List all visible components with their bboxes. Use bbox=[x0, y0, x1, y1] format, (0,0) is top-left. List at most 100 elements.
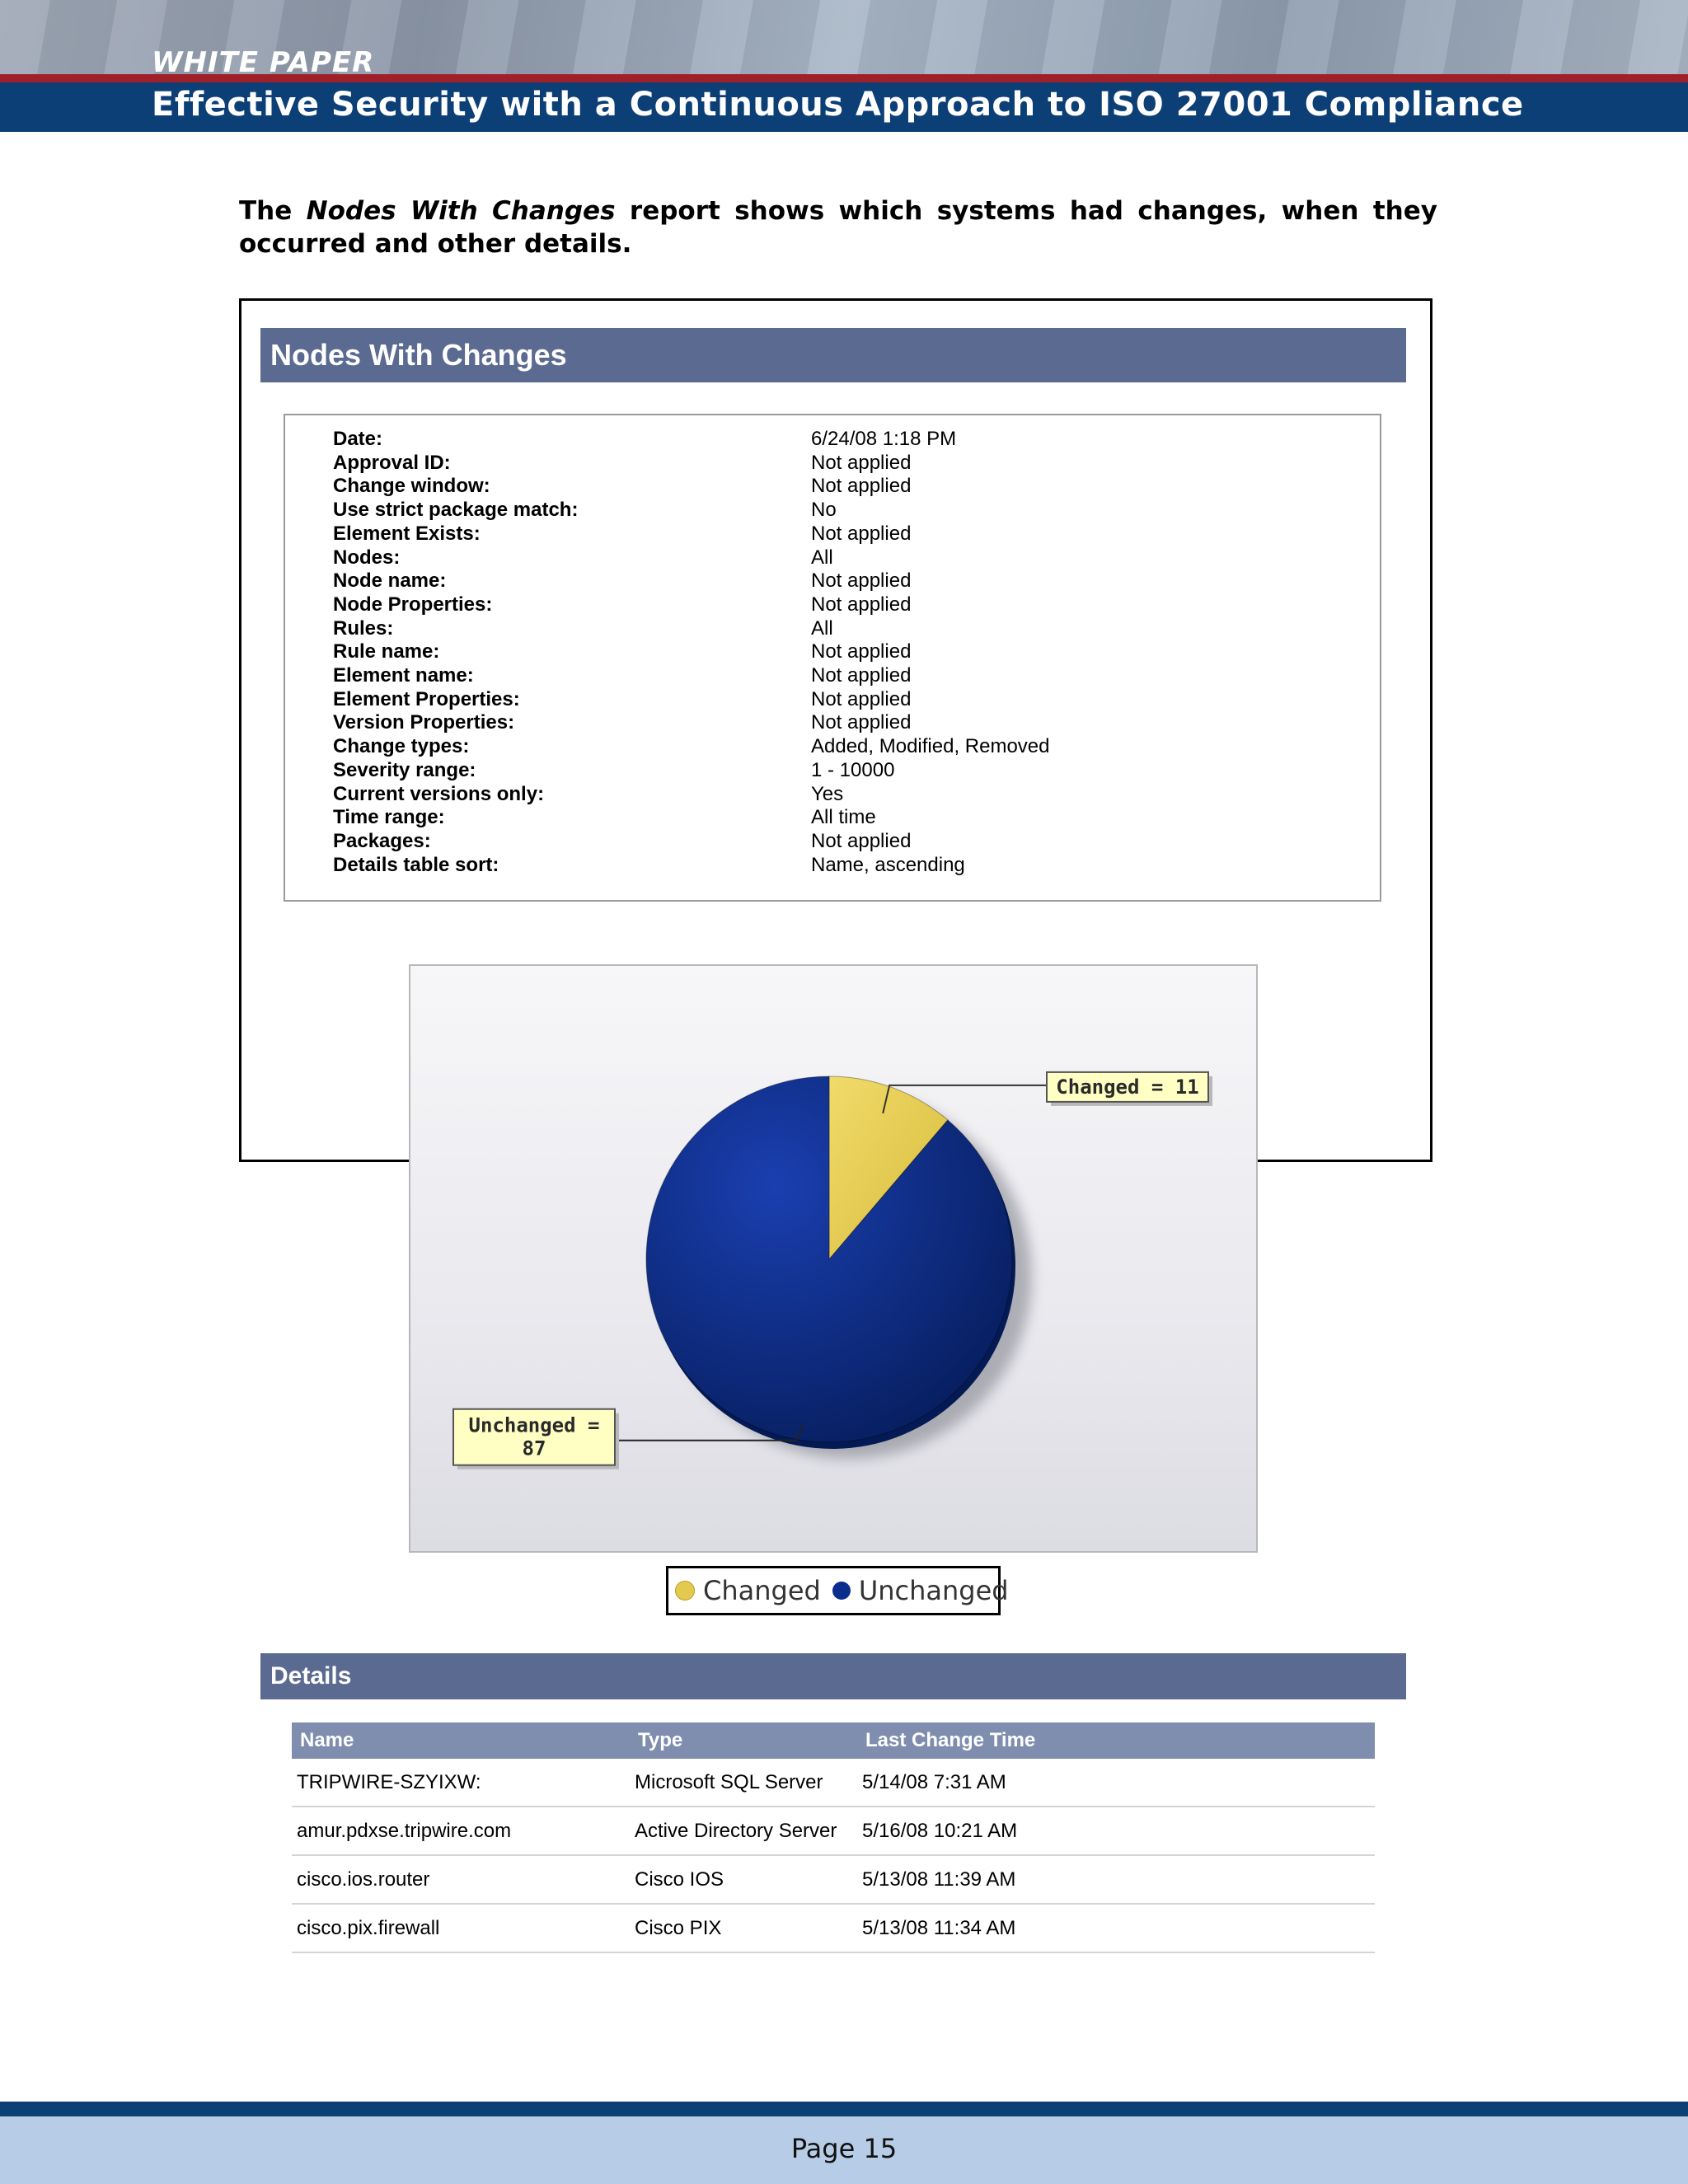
cell-last-change: 5/13/08 11:34 AM bbox=[857, 1904, 1375, 1953]
cell-name: TRIPWIRE-SZYIXW: bbox=[292, 1759, 630, 1807]
legend-label-unchanged: Unchanged bbox=[858, 1575, 1009, 1606]
parameter-label: Change types: bbox=[333, 735, 470, 758]
callout-label-changed: Changed = 11 bbox=[1056, 1076, 1198, 1099]
legend-item-changed: Changed bbox=[675, 1575, 821, 1606]
column-header-name: Name bbox=[292, 1722, 630, 1759]
column-header-last-change: Last Change Time bbox=[857, 1722, 1375, 1759]
parameter-label: Rule name: bbox=[333, 640, 440, 663]
parameter-label: Node name: bbox=[333, 569, 447, 593]
parameter-row: Node Properties: Not applied bbox=[333, 593, 1372, 616]
cell-name: cisco.ios.router bbox=[292, 1855, 630, 1905]
parameter-row: Change window: Not applied bbox=[333, 474, 1372, 498]
parameter-label: Current versions only: bbox=[333, 782, 545, 805]
parameter-row: Approval ID: Not applied bbox=[333, 451, 1372, 475]
details-table: Name Type Last Change Time TRIPWIRE-SZYI… bbox=[292, 1722, 1375, 1953]
page-number: Page 15 bbox=[790, 2133, 898, 2164]
parameter-label: Time range: bbox=[333, 806, 445, 829]
cell-last-change: 5/13/08 11:39 AM bbox=[857, 1855, 1375, 1905]
parameter-value: Not applied bbox=[811, 475, 912, 498]
cell-type: Microsoft SQL Server bbox=[630, 1759, 857, 1807]
document-title: Effective Security with a Continuous App… bbox=[152, 86, 1524, 124]
callout-box-changed bbox=[1046, 1071, 1209, 1103]
parameter-value: Not applied bbox=[811, 640, 912, 663]
header-banner: WHITE PAPER Effective Security with a Co… bbox=[0, 0, 1688, 132]
parameter-row: Packages: Not applied bbox=[333, 829, 1372, 853]
pie-chart-panel: Changed = 11 Unchanged = 87 bbox=[409, 964, 1258, 1553]
parameter-label: Approval ID: bbox=[333, 451, 451, 474]
parameter-row: Node name: Not applied bbox=[333, 569, 1372, 593]
parameter-row: Change types: Added, Modified, Removed bbox=[333, 734, 1372, 758]
parameter-label: Severity range: bbox=[333, 758, 476, 781]
table-header-row: Name Type Last Change Time bbox=[292, 1722, 1375, 1759]
column-header-type: Type bbox=[630, 1722, 857, 1759]
intro-suffix: report shows which systems had changes, … bbox=[239, 196, 1437, 259]
parameter-row: Current versions only: Yes bbox=[333, 782, 1372, 806]
pie-slice-unchanged bbox=[645, 1076, 1013, 1443]
parameter-label: Nodes: bbox=[333, 546, 401, 569]
callout-box-unchanged bbox=[452, 1408, 616, 1466]
parameter-value: Yes bbox=[811, 782, 844, 805]
parameter-row: Element Exists: Not applied bbox=[333, 522, 1372, 546]
legend-swatch-unchanged bbox=[832, 1582, 851, 1600]
parameter-value: Not applied bbox=[811, 664, 912, 687]
parameter-row: Rules: All bbox=[333, 616, 1372, 640]
table-row: TRIPWIRE-SZYIXW: Microsoft SQL Server 5/… bbox=[292, 1759, 1375, 1807]
callout-value-unchanged: 87 bbox=[523, 1437, 546, 1460]
parameter-label: Use strict package match: bbox=[333, 499, 579, 522]
callout-line-unchanged bbox=[613, 1425, 804, 1441]
callout-label-unchanged: Unchanged = bbox=[469, 1414, 600, 1437]
parameter-row: Time range: All time bbox=[333, 805, 1372, 829]
banner-red-stripe bbox=[0, 74, 1688, 82]
parameter-label: Packages: bbox=[333, 829, 431, 852]
legend-item-unchanged: Unchanged bbox=[832, 1575, 1009, 1606]
parameter-label: Element Properties: bbox=[333, 687, 520, 710]
parameter-value: Not applied bbox=[811, 451, 912, 474]
parameter-row: Use strict package match: No bbox=[333, 498, 1372, 522]
banner-title-bar bbox=[0, 82, 1688, 132]
parameter-row: Severity range: 1 - 10000 bbox=[333, 758, 1372, 782]
report-title-bar: Nodes With Changes bbox=[260, 328, 1406, 382]
parameter-value: Not applied bbox=[811, 687, 912, 710]
parameter-value: All time bbox=[811, 806, 876, 829]
cell-name: cisco.pix.firewall bbox=[292, 1904, 630, 1953]
parameter-value: Not applied bbox=[811, 829, 912, 852]
parameter-row: Nodes: All bbox=[333, 546, 1372, 569]
parameter-value: Not applied bbox=[811, 593, 912, 616]
parameter-row: Details table sort: Name, ascending bbox=[333, 853, 1372, 877]
intro-prefix: The bbox=[239, 196, 307, 226]
legend-label-changed: Changed bbox=[703, 1575, 821, 1606]
parameter-value: All bbox=[811, 616, 833, 640]
intro-report-name: Nodes With Changes bbox=[306, 196, 616, 226]
cell-type: Cisco PIX bbox=[630, 1904, 857, 1953]
parameter-label: Node Properties: bbox=[333, 593, 493, 616]
report-parameters: Date: 6/24/08 1:18 PM Approval ID: Not appl… bbox=[284, 414, 1381, 902]
parameter-value: 1 - 10000 bbox=[811, 758, 895, 781]
parameter-value: Not applied bbox=[811, 522, 912, 545]
footer-band bbox=[0, 2116, 1688, 2184]
cell-type: Active Directory Server bbox=[630, 1807, 857, 1856]
parameter-label: Element name: bbox=[333, 664, 474, 687]
parameter-value: Name, ascending bbox=[811, 853, 965, 876]
parameter-value: Not applied bbox=[811, 569, 912, 593]
cell-name: amur.pdxse.tripwire.com bbox=[292, 1807, 630, 1856]
callout-line-changed bbox=[882, 1084, 1047, 1114]
parameter-row: Rule name: Not applied bbox=[333, 640, 1372, 663]
intro-paragraph: The Nodes With Changes report shows whic… bbox=[239, 194, 1437, 260]
parameter-row: Element name: Not applied bbox=[333, 663, 1372, 687]
chart-legend: Changed Unchanged bbox=[666, 1566, 1009, 1615]
parameter-row: Element Properties: Not applied bbox=[333, 687, 1372, 711]
cell-last-change: 5/14/08 7:31 AM bbox=[857, 1759, 1375, 1807]
cell-last-change: 5/16/08 10:21 AM bbox=[857, 1807, 1375, 1856]
details-title-bar: Details bbox=[260, 1653, 1406, 1699]
parameter-label: Element Exists: bbox=[333, 522, 481, 545]
parameter-value: Added, Modified, Removed bbox=[811, 735, 1050, 758]
parameter-value: Not applied bbox=[811, 711, 912, 734]
pie-slice-changed bbox=[828, 1076, 949, 1261]
parameter-row: Version Properties: Not applied bbox=[333, 710, 1372, 734]
table-row: cisco.pix.firewall Cisco PIX 5/13/08 11:… bbox=[292, 1904, 1375, 1953]
legend-swatch-changed bbox=[675, 1581, 695, 1601]
pie-chart: Changed = 11 Unchanged =87 bbox=[452, 1071, 1212, 1469]
parameter-label: Version Properties: bbox=[333, 711, 515, 734]
parameter-label: Details table sort: bbox=[333, 853, 499, 876]
parameter-value: No bbox=[811, 499, 837, 522]
